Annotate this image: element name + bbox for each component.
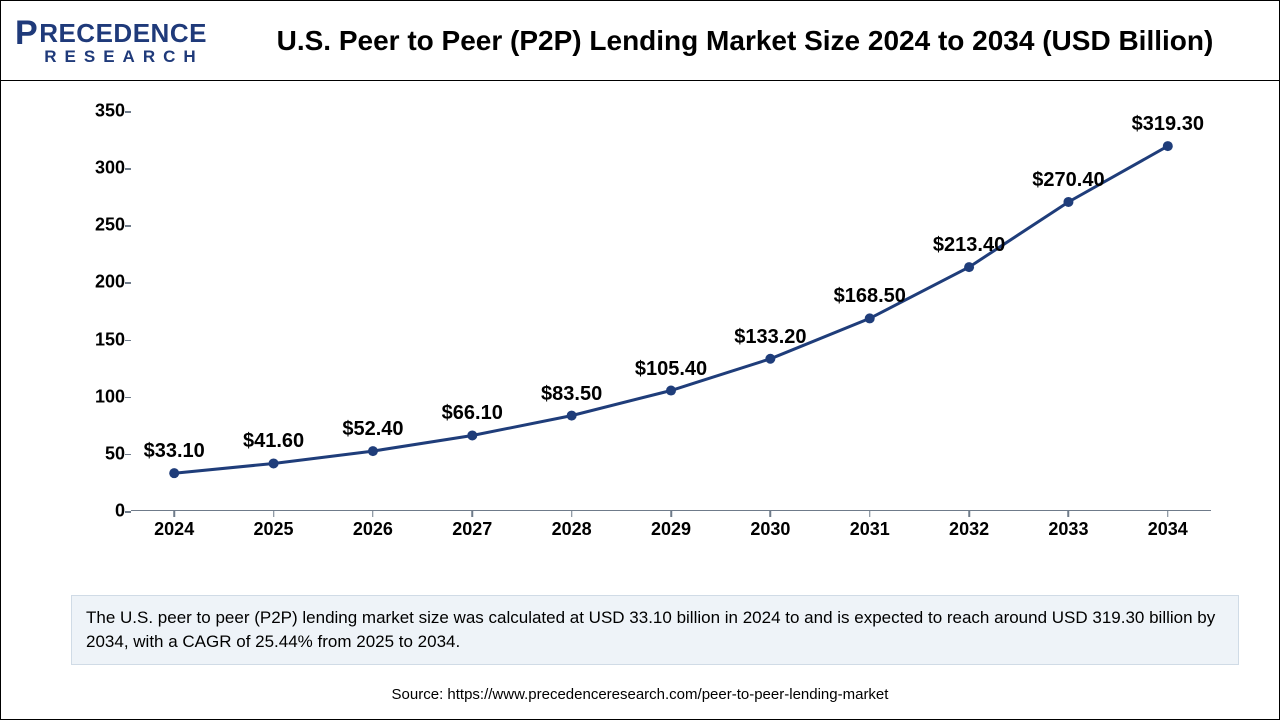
chart-area: 0 50 100 150 200 250 300 350 2024 2025 2026 2027 202…	[71, 101, 1231, 561]
y-tick-mark	[125, 168, 131, 170]
y-tick-label: 200	[81, 272, 125, 293]
data-marker	[1063, 197, 1073, 207]
logo-line2: RESEARCH	[18, 48, 203, 65]
x-tick-label: 2024	[154, 519, 194, 540]
data-marker	[567, 411, 577, 421]
data-marker	[1163, 141, 1173, 151]
data-marker	[269, 458, 279, 468]
data-label: $270.40	[1032, 169, 1104, 192]
x-tick-label: 2029	[651, 519, 691, 540]
y-tick-label: 50	[81, 443, 125, 464]
y-tick-label: 0	[81, 501, 125, 522]
header: PRECEDENCE RESEARCH U.S. Peer to Peer (P…	[1, 1, 1279, 81]
chart-title: U.S. Peer to Peer (P2P) Lending Market S…	[225, 25, 1265, 57]
data-label: $133.20	[734, 326, 806, 349]
x-tick-label: 2032	[949, 519, 989, 540]
x-tick-mark	[869, 511, 871, 517]
logo-line1: RECEDENCE	[39, 20, 207, 46]
data-label: $66.10	[442, 402, 503, 425]
data-label: $213.40	[933, 234, 1005, 257]
y-tick-mark	[125, 282, 131, 284]
data-label: $319.30	[1132, 113, 1204, 136]
data-label: $83.50	[541, 383, 602, 406]
x-tick-label: 2034	[1148, 519, 1188, 540]
x-tick-label: 2033	[1048, 519, 1088, 540]
y-tick-mark	[125, 225, 131, 227]
x-tick-label: 2026	[353, 519, 393, 540]
data-label: $41.60	[243, 430, 304, 453]
data-marker	[765, 354, 775, 364]
data-label: $33.10	[144, 440, 205, 463]
logo-p-icon: P	[15, 16, 38, 50]
y-tick-mark	[125, 340, 131, 342]
x-tick-mark	[968, 511, 970, 517]
x-tick-label: 2027	[452, 519, 492, 540]
x-tick-mark	[571, 511, 573, 517]
data-label: $52.40	[342, 418, 403, 441]
data-marker	[666, 386, 676, 396]
data-marker	[368, 446, 378, 456]
x-tick-label: 2025	[254, 519, 294, 540]
y-tick-mark	[125, 454, 131, 456]
source-text: Source: https://www.precedenceresearch.c…	[1, 686, 1279, 703]
x-tick-mark	[273, 511, 275, 517]
y-tick-label: 300	[81, 158, 125, 179]
data-label: $105.40	[635, 358, 707, 381]
data-marker	[964, 262, 974, 272]
x-tick-mark	[670, 511, 672, 517]
data-marker	[467, 430, 477, 440]
x-tick-mark	[372, 511, 374, 517]
data-marker	[865, 313, 875, 323]
x-tick-mark	[770, 511, 772, 517]
x-tick-mark	[173, 511, 175, 517]
x-tick-mark	[472, 511, 474, 517]
data-marker	[169, 468, 179, 478]
x-tick-mark	[1167, 511, 1169, 517]
caption-box: The U.S. peer to peer (P2P) lending mark…	[71, 595, 1239, 665]
y-tick-mark	[125, 111, 131, 113]
y-tick-label: 250	[81, 215, 125, 236]
series-line	[174, 146, 1168, 473]
y-tick-label: 150	[81, 329, 125, 350]
y-tick-mark	[125, 511, 131, 513]
y-tick-label: 350	[81, 101, 125, 122]
x-tick-label: 2028	[552, 519, 592, 540]
data-label: $168.50	[834, 285, 906, 308]
y-tick-label: 100	[81, 386, 125, 407]
plot-region: 0501001502002503003502024202520262027202…	[131, 111, 1211, 511]
x-tick-mark	[1068, 511, 1070, 517]
brand-logo: PRECEDENCE RESEARCH	[15, 16, 207, 65]
x-tick-label: 2030	[750, 519, 790, 540]
report-card: PRECEDENCE RESEARCH U.S. Peer to Peer (P…	[0, 0, 1280, 720]
y-tick-mark	[125, 397, 131, 399]
x-tick-label: 2031	[850, 519, 890, 540]
